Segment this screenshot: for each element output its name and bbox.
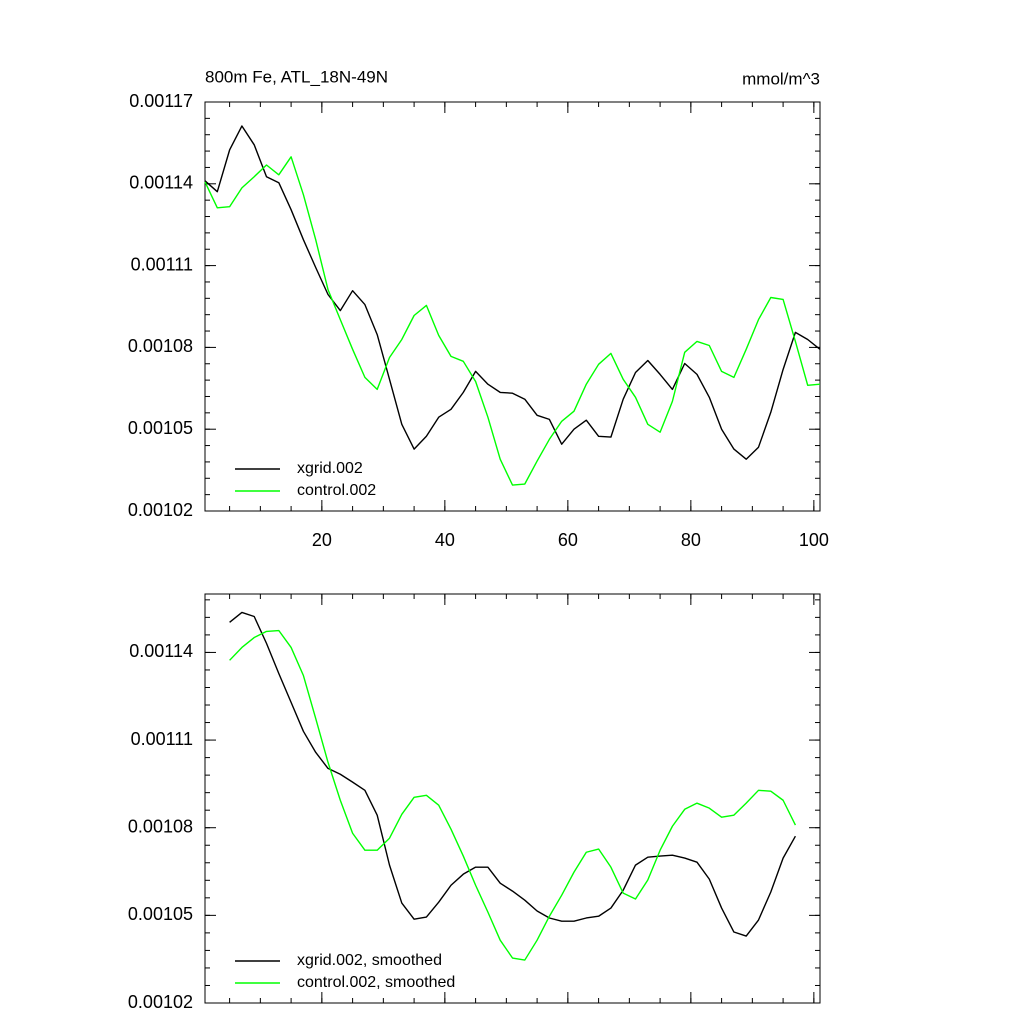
series-line — [229, 629, 797, 961]
units-label: mmol/m^3 — [742, 69, 820, 88]
legend-label: xgrid.002 — [297, 460, 363, 477]
y-tick-label: 0.00111 — [131, 729, 193, 749]
y-tick-label: 0.00102 — [128, 500, 193, 520]
y-tick-label: 0.00105 — [128, 904, 193, 924]
y-tick-label: 0.00108 — [128, 816, 193, 836]
series-line — [229, 611, 797, 937]
x-tick-label: 100 — [799, 530, 829, 550]
y-tick-label: 0.00111 — [131, 254, 193, 274]
legend-label: control.002, smoothed — [297, 974, 455, 991]
y-tick-label: 0.00114 — [129, 641, 193, 661]
chart-title: 800m Fe, ATL_18N-49N — [205, 67, 388, 86]
x-tick-label: 60 — [558, 530, 578, 550]
y-tick-label: 0.00102 — [128, 992, 193, 1012]
x-tick-label: 20 — [312, 530, 332, 550]
legend-label: xgrid.002, smoothed — [297, 952, 442, 969]
x-tick-label: 80 — [681, 530, 701, 550]
y-tick-label: 0.00117 — [129, 91, 193, 111]
plot-frame — [204, 593, 821, 1004]
y-tick-label: 0.00108 — [128, 336, 193, 356]
y-tick-label: 0.00105 — [128, 418, 193, 438]
series-line — [204, 125, 821, 460]
plot-frame — [204, 101, 821, 512]
legend-label: control.002 — [297, 482, 376, 499]
y-tick-label: 0.00114 — [129, 173, 193, 193]
series-line — [204, 156, 821, 486]
x-tick-label: 40 — [435, 530, 455, 550]
